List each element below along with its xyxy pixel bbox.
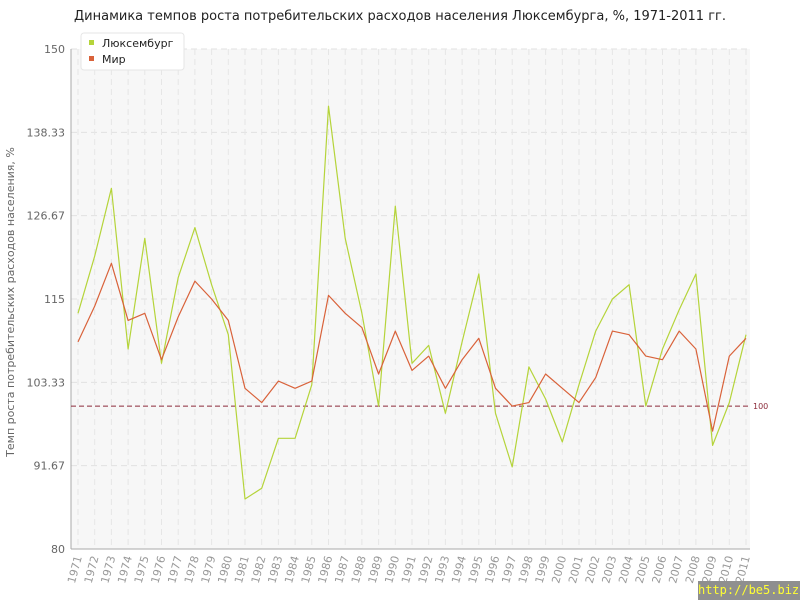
axes (70, 49, 750, 550)
y-tick-label: 103.33 (27, 376, 66, 389)
legend-label-1: Люксембург (102, 37, 174, 50)
legend-label-2: Мир (102, 53, 126, 66)
y-tick-label: 115 (44, 293, 65, 306)
y-tick-label: 91.67 (34, 460, 66, 473)
series-line-1 (77, 105, 747, 500)
y-axis-title: Темп роста потребительских расходов насе… (4, 147, 17, 458)
series-line-2 (77, 262, 747, 432)
x-axis-ticks: 1971197219731974197519761977197819791980… (65, 554, 753, 584)
y-axis-ticks: 80 91.67 103.33 115 126.67 138.33 150 (27, 43, 66, 556)
reference-line: 100 (71, 402, 768, 411)
watermark[interactable]: http://be5.biz/ (698, 581, 800, 600)
reference-line-label: 100 (753, 402, 768, 411)
legend-marker-2 (89, 56, 94, 61)
series (77, 105, 747, 500)
y-tick-label: 138.33 (27, 126, 66, 139)
legend-box (80, 32, 185, 71)
y-tick-label: 150 (44, 43, 65, 56)
chart-title: Динамика темпов роста потребительских ра… (74, 9, 726, 24)
y-tick-label: 126.67 (27, 210, 66, 223)
legend[interactable]: Люксембург Мир (80, 32, 185, 71)
y-tick-label: 80 (51, 543, 65, 556)
legend-marker-1 (89, 40, 94, 45)
